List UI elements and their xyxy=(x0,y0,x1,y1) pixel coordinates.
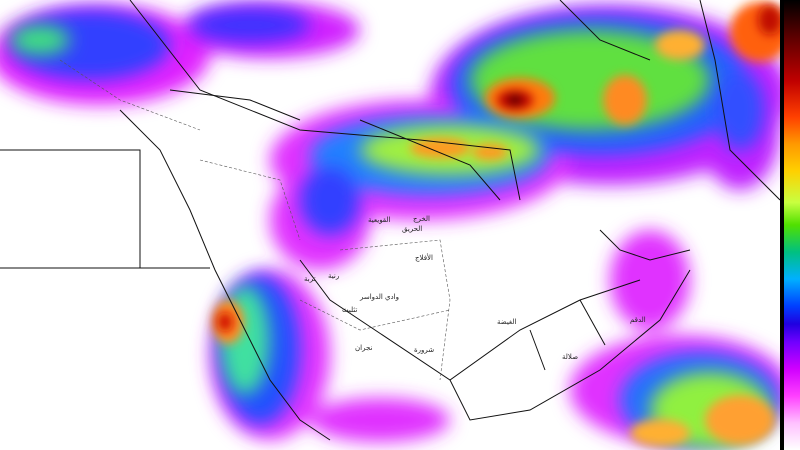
map-label: رنية xyxy=(328,272,340,280)
precipitation-colorbar xyxy=(784,0,800,450)
map-label: الحريق xyxy=(402,225,423,233)
map-label: شرورة xyxy=(414,346,435,354)
region-borders xyxy=(59,59,451,381)
map-label: صلالة xyxy=(562,353,579,361)
precipitation-map xyxy=(0,0,780,448)
map-label: تثليث xyxy=(342,306,358,314)
map-label: وادي الدواسر xyxy=(360,293,399,301)
map-label: الدقم xyxy=(630,316,646,324)
country-borders xyxy=(0,0,780,441)
map-label: الأفلاج xyxy=(415,254,433,262)
map-label: القويعية xyxy=(368,216,391,224)
map-label: نجران xyxy=(355,344,373,352)
precip-red-layer xyxy=(217,5,780,332)
map-label: الخرج xyxy=(413,215,430,223)
map-label: الغيضة xyxy=(497,318,517,326)
map-label: تربة xyxy=(304,275,316,283)
colorbar-divider xyxy=(780,0,784,450)
